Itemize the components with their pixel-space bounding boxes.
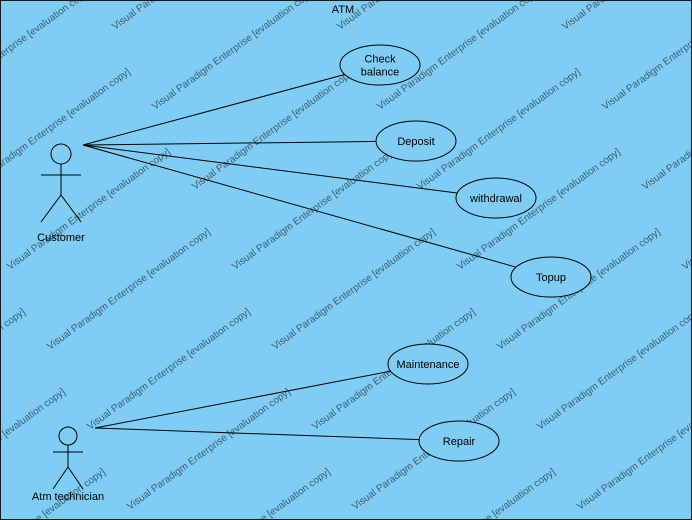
use-case-label: withdrawal: [469, 193, 522, 205]
actor-left-leg: [40, 194, 62, 223]
actor-head: [58, 426, 78, 446]
use-case-ellipse[interactable]: [387, 343, 469, 385]
actor-label: Atm technician: [32, 491, 104, 503]
actor-left-leg: [52, 466, 69, 490]
association-line-technician-repair[interactable]: [94, 427, 460, 442]
association-line-customer-withdrawal[interactable]: [82, 144, 497, 199]
use-case-topup[interactable]: Topup: [510, 256, 592, 298]
actor-customer[interactable]: Customer: [37, 143, 85, 244]
actor-right-leg: [60, 194, 82, 223]
use-case-label: Topup: [536, 272, 566, 284]
use-case-ellipse[interactable]: [375, 120, 457, 162]
use-case-ellipse[interactable]: [455, 177, 537, 219]
association-layer: [82, 64, 552, 442]
actor-right-leg: [67, 466, 84, 490]
use-case-label: Deposit: [397, 136, 434, 148]
use-case-label: Maintenance: [397, 359, 460, 371]
association-line-technician-maintenance[interactable]: [94, 363, 429, 429]
actor-head: [50, 143, 72, 165]
use-case-ellipse[interactable]: [418, 420, 500, 462]
use-case-repair[interactable]: Repair: [418, 420, 500, 462]
use-case-label: Check: [364, 54, 396, 66]
association-line-customer-deposit[interactable]: [82, 140, 417, 146]
use-case-ellipse[interactable]: [339, 44, 421, 86]
association-line-customer-topup[interactable]: [82, 144, 552, 278]
actor-technician[interactable]: Atm technician: [32, 426, 104, 503]
actor-layer: Customer Atm technician: [32, 143, 104, 503]
use-case-maintenance[interactable]: Maintenance: [387, 343, 469, 385]
use-case-deposit[interactable]: Deposit: [375, 120, 457, 162]
use-case-label: balance: [361, 67, 400, 79]
use-case-label: Repair: [443, 436, 476, 448]
use-case-ellipse[interactable]: [510, 256, 592, 298]
actor-label: Customer: [37, 232, 85, 244]
system-title: ATM: [332, 4, 354, 16]
association-line-customer-check-balance[interactable]: [82, 64, 381, 146]
use-case-withdrawal[interactable]: withdrawal: [455, 177, 537, 219]
